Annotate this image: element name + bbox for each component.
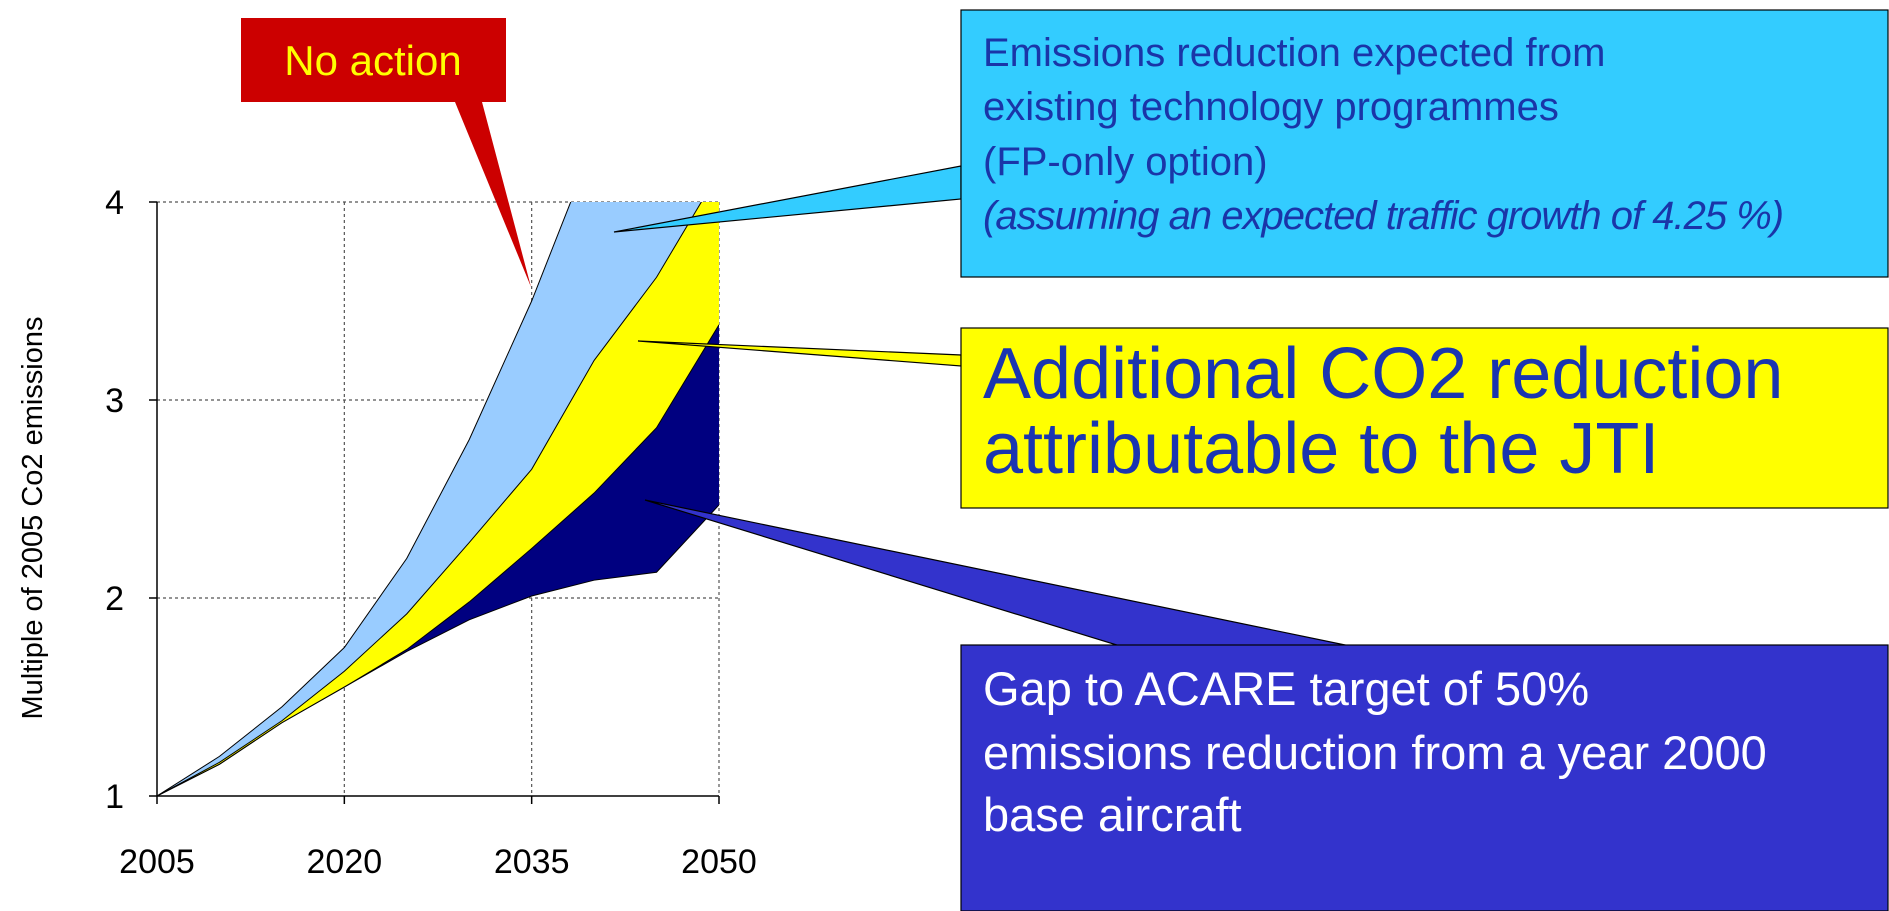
plot-area	[157, 202, 719, 796]
band-fill	[157, 202, 702, 796]
x-tick-label: 2005	[119, 843, 195, 881]
y-tick-label: 2	[105, 580, 124, 618]
series-line	[157, 202, 572, 796]
callout-pointer	[455, 102, 531, 287]
callout-box	[241, 18, 506, 102]
x-tick-label: 2050	[681, 843, 757, 881]
x-tick-label: 2020	[307, 843, 383, 881]
x-tick-label: 2035	[494, 843, 570, 881]
band-fill	[157, 324, 719, 796]
series-line	[157, 504, 719, 796]
callout-text: Emissions reduction expected from	[983, 31, 1606, 75]
callout-box	[960, 9, 1889, 278]
y-axis-label: Multiple of 2005 Co2 emissions	[17, 317, 49, 720]
series-line	[157, 202, 702, 796]
callout-pointer	[644, 499, 1351, 647]
callout-text: Additional CO2 reduction	[983, 334, 1783, 414]
callout-pointer	[613, 165, 962, 233]
y-tick-label: 1	[105, 778, 124, 816]
callout-text: Gap to ACARE target of 50%	[983, 662, 1589, 715]
y-tick-label: 4	[105, 184, 124, 222]
callout-text: (FP-only option)	[983, 140, 1268, 184]
callout-box	[960, 644, 1889, 911]
callout-text: (assuming an expected traffic growth of …	[983, 194, 1783, 238]
callout-text: existing technology programmes	[983, 85, 1559, 129]
callout-box	[960, 327, 1889, 509]
callout-text: attributable to the JTI	[983, 409, 1659, 489]
callout-text: No action	[284, 37, 461, 84]
callout-text: emissions reduction from a year 2000	[983, 726, 1767, 779]
y-tick-label: 3	[105, 382, 124, 420]
callout-text: base aircraft	[983, 788, 1242, 841]
